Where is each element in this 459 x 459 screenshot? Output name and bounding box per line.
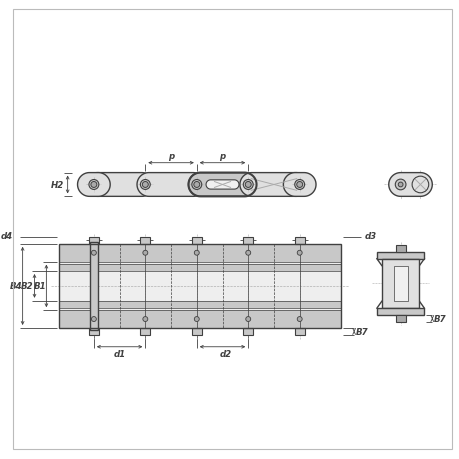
PathPatch shape bbox=[188, 173, 256, 197]
Circle shape bbox=[245, 182, 251, 188]
Bar bbox=[59, 264, 341, 271]
Text: d2: d2 bbox=[219, 349, 231, 358]
Circle shape bbox=[91, 182, 97, 188]
Circle shape bbox=[194, 251, 199, 256]
Bar bbox=[395, 245, 405, 252]
Bar bbox=[294, 328, 304, 335]
Bar bbox=[243, 328, 252, 335]
Bar bbox=[59, 310, 341, 328]
Bar bbox=[393, 266, 407, 302]
Circle shape bbox=[194, 317, 199, 322]
Text: B4: B4 bbox=[9, 282, 22, 291]
Bar bbox=[145, 179, 196, 191]
Text: B2: B2 bbox=[21, 282, 34, 291]
Circle shape bbox=[143, 317, 147, 322]
Bar bbox=[59, 244, 341, 262]
Circle shape bbox=[142, 182, 148, 188]
Text: H2: H2 bbox=[51, 180, 64, 190]
Bar bbox=[191, 237, 202, 244]
Circle shape bbox=[245, 317, 250, 322]
Bar bbox=[89, 328, 99, 335]
Bar bbox=[94, 179, 145, 191]
Text: d4: d4 bbox=[0, 232, 13, 241]
PathPatch shape bbox=[85, 173, 153, 197]
PathPatch shape bbox=[206, 180, 239, 190]
Circle shape bbox=[193, 182, 199, 188]
Circle shape bbox=[294, 180, 304, 190]
PathPatch shape bbox=[137, 173, 205, 197]
Circle shape bbox=[296, 182, 302, 188]
Text: d1: d1 bbox=[113, 349, 125, 358]
PathPatch shape bbox=[388, 173, 431, 197]
PathPatch shape bbox=[240, 173, 308, 197]
Circle shape bbox=[297, 317, 302, 322]
Bar bbox=[248, 179, 299, 191]
Bar bbox=[140, 237, 150, 244]
Text: p: p bbox=[219, 152, 225, 161]
Text: B7: B7 bbox=[355, 327, 368, 336]
Circle shape bbox=[397, 183, 402, 187]
Circle shape bbox=[394, 180, 405, 190]
Bar bbox=[59, 301, 341, 308]
Text: B1: B1 bbox=[34, 282, 47, 291]
PathPatch shape bbox=[283, 173, 315, 197]
Bar bbox=[90, 242, 98, 330]
Bar bbox=[89, 237, 99, 244]
Circle shape bbox=[411, 177, 428, 193]
Circle shape bbox=[89, 180, 99, 190]
Bar bbox=[395, 315, 405, 322]
Bar bbox=[376, 308, 424, 315]
Circle shape bbox=[143, 251, 147, 256]
Bar bbox=[59, 244, 341, 328]
Circle shape bbox=[297, 251, 302, 256]
Circle shape bbox=[140, 180, 150, 190]
Circle shape bbox=[91, 251, 96, 256]
Bar bbox=[191, 328, 202, 335]
Circle shape bbox=[245, 251, 250, 256]
Text: B7: B7 bbox=[433, 314, 446, 323]
Text: p: p bbox=[168, 152, 174, 161]
PathPatch shape bbox=[78, 173, 110, 197]
Bar bbox=[59, 244, 341, 328]
Bar bbox=[140, 328, 150, 335]
Circle shape bbox=[243, 180, 252, 190]
Bar bbox=[196, 179, 248, 191]
Bar bbox=[243, 237, 252, 244]
Bar bbox=[294, 237, 304, 244]
Circle shape bbox=[91, 317, 96, 322]
Text: d3: d3 bbox=[364, 232, 376, 241]
Circle shape bbox=[191, 180, 202, 190]
Bar bbox=[376, 252, 424, 259]
Bar bbox=[381, 259, 419, 308]
